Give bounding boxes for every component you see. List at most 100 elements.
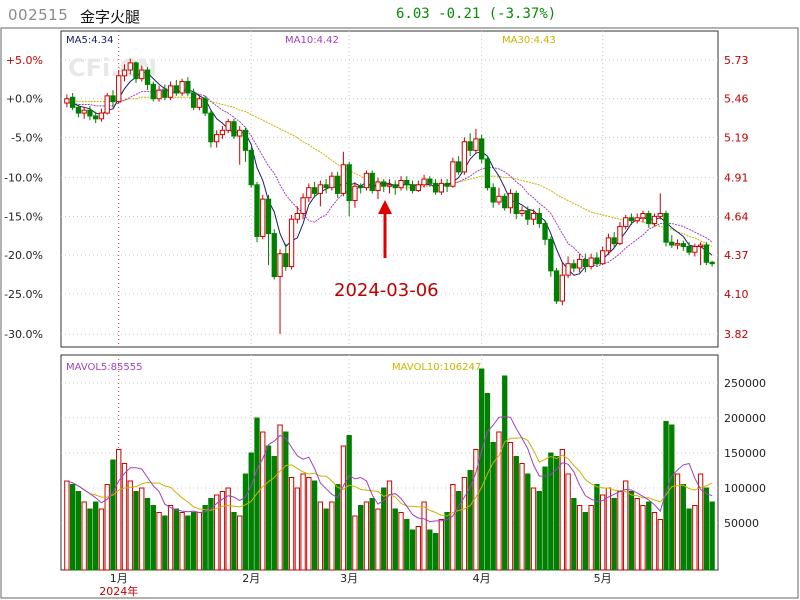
candle — [340, 151, 347, 197]
volume-bar — [248, 452, 254, 571]
volume-bar — [697, 473, 704, 571]
candle-body — [444, 182, 450, 187]
candle-body — [663, 212, 669, 243]
last-price: 6.03 — [396, 6, 430, 22]
volume-bar — [617, 491, 623, 571]
candle — [179, 78, 185, 96]
candle-body — [450, 161, 456, 187]
candle-body — [271, 233, 277, 278]
candle-body — [507, 192, 514, 209]
volume-bar — [116, 449, 122, 571]
volume-bar — [271, 456, 277, 571]
candle — [703, 242, 710, 266]
candle-body — [617, 225, 623, 245]
candle — [455, 156, 462, 175]
price-tick-label: 4.91 — [724, 172, 749, 185]
pct-tick-label: -15.0% — [4, 210, 43, 223]
volume-bar — [323, 508, 329, 571]
volume-bar — [265, 445, 272, 571]
volume-tick-label: 250000 — [724, 377, 766, 390]
candle — [323, 179, 329, 194]
candle-body — [334, 175, 341, 194]
volume-bar — [628, 491, 635, 571]
candle-body — [536, 212, 542, 225]
volume-bar — [582, 512, 589, 571]
candle-body — [375, 181, 381, 192]
candle-body — [576, 258, 583, 269]
candle — [461, 137, 468, 175]
pct-tick-label: +5.0% — [6, 54, 43, 67]
volume-bar — [473, 449, 479, 571]
volume-tick-label: 200000 — [724, 412, 766, 425]
volume-bar — [237, 515, 243, 571]
candle — [185, 77, 191, 96]
candle-body — [623, 217, 629, 227]
price-panel-border — [60, 30, 719, 348]
candle — [306, 183, 312, 203]
volume-bar — [87, 508, 93, 571]
candle — [288, 214, 295, 270]
candle — [657, 193, 663, 220]
candle — [127, 58, 133, 75]
volume-bar — [381, 487, 387, 571]
pct-tick-label: -30.0% — [4, 328, 43, 341]
candle — [553, 268, 560, 304]
candle-body — [231, 121, 237, 137]
candle — [513, 190, 519, 220]
candle — [202, 95, 208, 116]
candle — [156, 85, 162, 102]
candle-body — [651, 215, 658, 225]
volume-bar — [358, 505, 364, 571]
volume-bar — [214, 494, 220, 571]
candle-body — [427, 178, 433, 184]
candle-body — [162, 89, 168, 98]
candle-body — [386, 184, 393, 187]
volume-bar — [484, 393, 491, 571]
volume-bar — [398, 512, 404, 571]
volume-bar — [450, 484, 456, 571]
candle — [674, 239, 681, 250]
volume-bar — [404, 519, 410, 571]
candle — [69, 92, 76, 111]
candle-body — [657, 212, 663, 217]
price-quote: 6.03 -0.21 (-3.37%) — [396, 6, 556, 22]
price-tick-label: 5.73 — [724, 54, 749, 67]
candle — [415, 180, 421, 192]
candle — [277, 249, 283, 334]
volume-bar — [479, 368, 485, 571]
candle-body — [144, 69, 151, 85]
candle-body — [709, 261, 715, 265]
candle-body — [432, 182, 439, 193]
candle-body — [479, 138, 485, 160]
header-bar: 002515 金字火腿 6.03 -0.21 (-3.37%) — [0, 0, 800, 28]
volume-bar — [409, 529, 416, 571]
candle — [502, 193, 508, 211]
pct-tick-label: -10.0% — [4, 172, 43, 185]
volume-tick-label: 150000 — [724, 447, 766, 460]
candle — [81, 107, 87, 119]
volume-bar — [260, 431, 266, 571]
volume-bar — [283, 431, 289, 571]
candle-body — [121, 69, 128, 77]
candle-body — [329, 175, 335, 189]
volume-bar — [340, 445, 347, 571]
candle-body — [283, 253, 289, 268]
volume-bar — [427, 529, 433, 571]
volume-bar — [571, 498, 577, 571]
volume-tick-label: 100000 — [724, 482, 766, 495]
candle — [225, 118, 231, 134]
candle-body — [669, 241, 675, 246]
candle — [162, 84, 168, 101]
candle — [75, 104, 82, 118]
volume-bar — [519, 463, 525, 571]
candle — [519, 206, 525, 217]
candle — [346, 161, 352, 217]
candle-body — [473, 138, 479, 151]
candle — [208, 110, 214, 148]
volume-bar — [375, 508, 381, 571]
candle — [317, 180, 324, 207]
price-tick-label: 4.37 — [724, 249, 749, 262]
candle-body — [127, 62, 133, 71]
volume-bar — [594, 484, 600, 571]
volume-bar — [294, 487, 300, 571]
